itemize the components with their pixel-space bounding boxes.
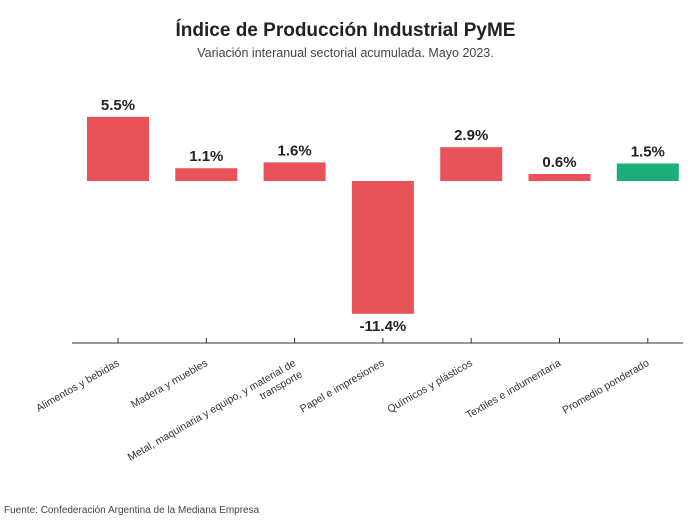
source-note: Fuente: Confederación Argentina de la Me… xyxy=(4,505,260,516)
value-label-6: 1.5% xyxy=(631,144,665,161)
bar-chart: 5.5% 1.1% 1.6% -11.4% 2.9% 0.6% 1.5% Alimentos… xyxy=(34,97,683,475)
category-label-1: Madera y muebles xyxy=(129,357,210,411)
bars-group xyxy=(87,116,679,314)
bar-5 xyxy=(528,174,591,181)
category-label-5: Textiles e indumentaria xyxy=(464,357,563,421)
value-label-3: -11.4% xyxy=(360,318,407,335)
value-label-2: 1.6% xyxy=(277,142,311,159)
bar-6 xyxy=(616,163,679,181)
category-label-6: Promedio ponderado xyxy=(560,357,651,417)
value-label-0: 5.5% xyxy=(101,97,135,114)
x-ticks-group xyxy=(117,338,649,343)
bar-3 xyxy=(351,181,414,314)
category-labels-group: Alimentos y bebidas Madera y mueblesMetal… xyxy=(34,357,651,475)
value-label-5: 0.6% xyxy=(542,154,576,171)
category-label-2: Metal, maquinaria y equipo, y material d… xyxy=(126,357,305,475)
category-label-3: Papel e impresiones xyxy=(298,357,386,415)
bar-1 xyxy=(175,168,238,181)
bar-4 xyxy=(440,147,503,181)
value-labels-group: 5.5% 1.1% 1.6% -11.4% 2.9% 0.6% 1.5% xyxy=(101,97,665,335)
value-label-4: 2.9% xyxy=(454,127,488,144)
chart-subtitle: Variación interanual sectorial acumulada… xyxy=(197,46,494,60)
bar-0 xyxy=(87,116,149,181)
chart-title: Índice de Producción Industrial PyME xyxy=(175,20,516,41)
bar-2 xyxy=(263,162,326,181)
category-label-0: Alimentos y bebidas xyxy=(34,357,121,414)
value-label-1: 1.1% xyxy=(189,148,223,165)
category-label-4: Químicos y plásticos xyxy=(385,357,474,416)
